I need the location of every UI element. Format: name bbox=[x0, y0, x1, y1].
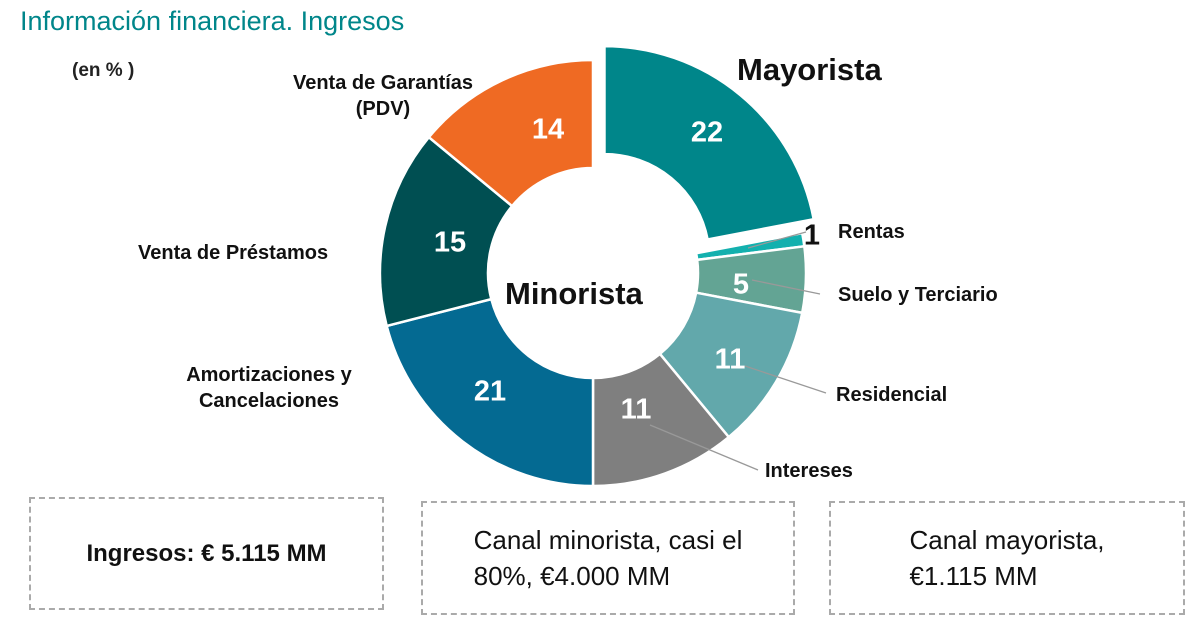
slice-venta-de-préstamos bbox=[378, 135, 514, 328]
slice-venta-de-garantías-pdv- bbox=[427, 58, 595, 208]
label-prestamos: Venta de Préstamos bbox=[138, 242, 329, 264]
mayorista-line2: €1.115 MM bbox=[909, 561, 1038, 591]
ingresos-text: Ingresos: € 5.115 MM bbox=[86, 539, 327, 567]
label-amortizaciones: Amortizaciones y Cancelaciones bbox=[166, 362, 372, 414]
leader-line-rentas bbox=[747, 231, 807, 249]
value-suelo: 5 bbox=[732, 268, 750, 301]
label-intereses: Intereses bbox=[765, 460, 853, 482]
value-garantias: 14 bbox=[531, 113, 565, 146]
label-garantias-line1: Venta de Garantías bbox=[292, 72, 474, 94]
value-prestamos: 15 bbox=[433, 226, 467, 259]
label-suelo: Suelo y Terciario bbox=[838, 284, 998, 306]
chart-title: Información financiera. Ingresos bbox=[20, 6, 405, 36]
unit-label: (en % ) bbox=[72, 60, 135, 81]
leader-line-suelo bbox=[751, 279, 821, 295]
box-minorista: Canal minorista, casi el 80%, €4.000 MM bbox=[421, 501, 795, 615]
value-mayorista: 22 bbox=[690, 116, 724, 149]
value-amortizaciones: 21 bbox=[473, 375, 507, 408]
label-amortizaciones-line1: Amortizaciones y bbox=[186, 364, 352, 386]
leader-line-residencial bbox=[744, 365, 827, 394]
minorista-line2: 80%, €4.000 MM bbox=[473, 561, 671, 591]
label-garantias: Venta de Garantías (PDV) bbox=[272, 70, 494, 122]
center-label: Minorista bbox=[505, 276, 643, 311]
label-mayorista: Mayorista bbox=[737, 52, 882, 87]
slice-amortizaciones-y-cancelaciones bbox=[385, 297, 595, 488]
box-ingresos: Ingresos: € 5.115 MM bbox=[29, 497, 384, 610]
mayorista-line1: Canal mayorista, bbox=[909, 525, 1105, 555]
label-rentas: Rentas bbox=[838, 221, 905, 243]
label-garantias-line2: (PDV) bbox=[355, 98, 411, 120]
label-residencial: Residencial bbox=[836, 384, 948, 406]
value-rentas: 1 bbox=[803, 219, 821, 252]
label-amortizaciones-line2: Cancelaciones bbox=[198, 390, 340, 412]
value-residencial: 11 bbox=[714, 343, 746, 376]
value-intereses: 11 bbox=[620, 393, 652, 426]
minorista-line1: Canal minorista, casi el bbox=[473, 525, 743, 555]
box-mayorista: Canal mayorista, €1.115 MM bbox=[829, 501, 1185, 615]
leader-line-intereses bbox=[649, 424, 759, 471]
slice-mayorista bbox=[603, 44, 816, 241]
